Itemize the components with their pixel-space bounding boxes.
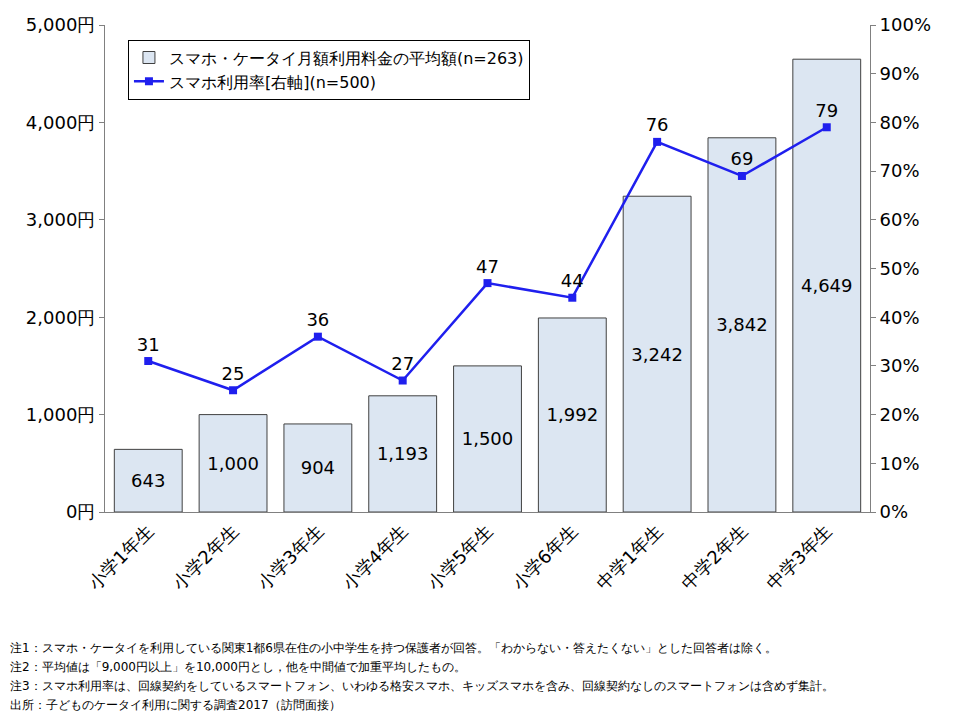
svg-text:小学6年生: 小学6年生 [508, 520, 582, 594]
svg-text:スマホ・ケータイ月額利用料金の平均額(n=263): スマホ・ケータイ月額利用料金の平均額(n=263) [169, 49, 524, 68]
svg-text:27: 27 [391, 353, 414, 374]
svg-text:3,242: 3,242 [631, 344, 683, 365]
svg-text:注2：平均値は「9,000円以上」を10,000円とし，他を: 注2：平均値は「9,000円以上」を10,000円とし，他を中間値で加重平均した… [10, 660, 466, 674]
svg-text:4,649: 4,649 [801, 275, 853, 296]
svg-text:25: 25 [222, 363, 245, 384]
svg-text:1,500: 1,500 [462, 428, 514, 449]
svg-text:90%: 90% [880, 63, 920, 84]
svg-text:注3：スマホ利用率は、回線契約をしているスマートフォン、いわ: 注3：スマホ利用率は、回線契約をしているスマートフォン、いわゆる格安スマホ、キッ… [10, 679, 834, 693]
svg-text:3,000円: 3,000円 [26, 209, 96, 230]
svg-text:中学1年生: 中学1年生 [592, 520, 666, 594]
svg-text:31: 31 [137, 334, 160, 355]
svg-text:100%: 100% [880, 14, 931, 35]
svg-text:2,000円: 2,000円 [26, 307, 96, 328]
svg-text:注1：スマホ・ケータイを利用している関東1都6県在住の小中学: 注1：スマホ・ケータイを利用している関東1都6県在住の小中学生を持つ保護者が回答… [10, 641, 777, 655]
svg-text:0円: 0円 [66, 501, 95, 522]
svg-text:出所：子どものケータイ利用に関する調査2017（訪問面接）: 出所：子どものケータイ利用に関する調査2017（訪問面接） [10, 698, 341, 712]
svg-text:小学4年生: 小学4年生 [338, 520, 412, 594]
svg-text:50%: 50% [880, 258, 920, 279]
svg-text:10%: 10% [880, 453, 920, 474]
svg-text:20%: 20% [880, 404, 920, 425]
svg-text:1,000: 1,000 [207, 453, 259, 474]
svg-text:1,193: 1,193 [377, 443, 429, 464]
svg-text:80%: 80% [880, 112, 920, 133]
svg-text:1,000円: 1,000円 [26, 404, 96, 425]
svg-text:69: 69 [730, 148, 753, 169]
svg-text:中学3年生: 中学3年生 [762, 520, 836, 594]
svg-text:小学3年生: 小学3年生 [253, 520, 327, 594]
svg-text:スマホ利用率[右軸](n=500): スマホ利用率[右軸](n=500) [169, 73, 376, 92]
svg-text:76: 76 [646, 114, 669, 135]
svg-text:30%: 30% [880, 355, 920, 376]
svg-text:小学2年生: 小学2年生 [168, 520, 242, 594]
svg-text:中学2年生: 中学2年生 [677, 520, 751, 594]
svg-text:小学1年生: 小学1年生 [84, 520, 158, 594]
svg-text:60%: 60% [880, 209, 920, 230]
svg-text:5,000円: 5,000円 [26, 14, 96, 35]
svg-text:643: 643 [131, 470, 165, 491]
svg-text:4,000円: 4,000円 [26, 112, 96, 133]
svg-text:79: 79 [815, 100, 838, 121]
svg-text:3,842: 3,842 [716, 314, 768, 335]
svg-text:小学5年生: 小学5年生 [423, 520, 497, 594]
svg-text:0%: 0% [880, 501, 909, 522]
svg-text:904: 904 [301, 457, 335, 478]
svg-text:36: 36 [306, 309, 329, 330]
svg-text:47: 47 [476, 256, 499, 277]
svg-text:40%: 40% [880, 307, 920, 328]
svg-text:70%: 70% [880, 160, 920, 181]
svg-text:44: 44 [561, 270, 584, 291]
svg-text:1,992: 1,992 [547, 404, 599, 425]
